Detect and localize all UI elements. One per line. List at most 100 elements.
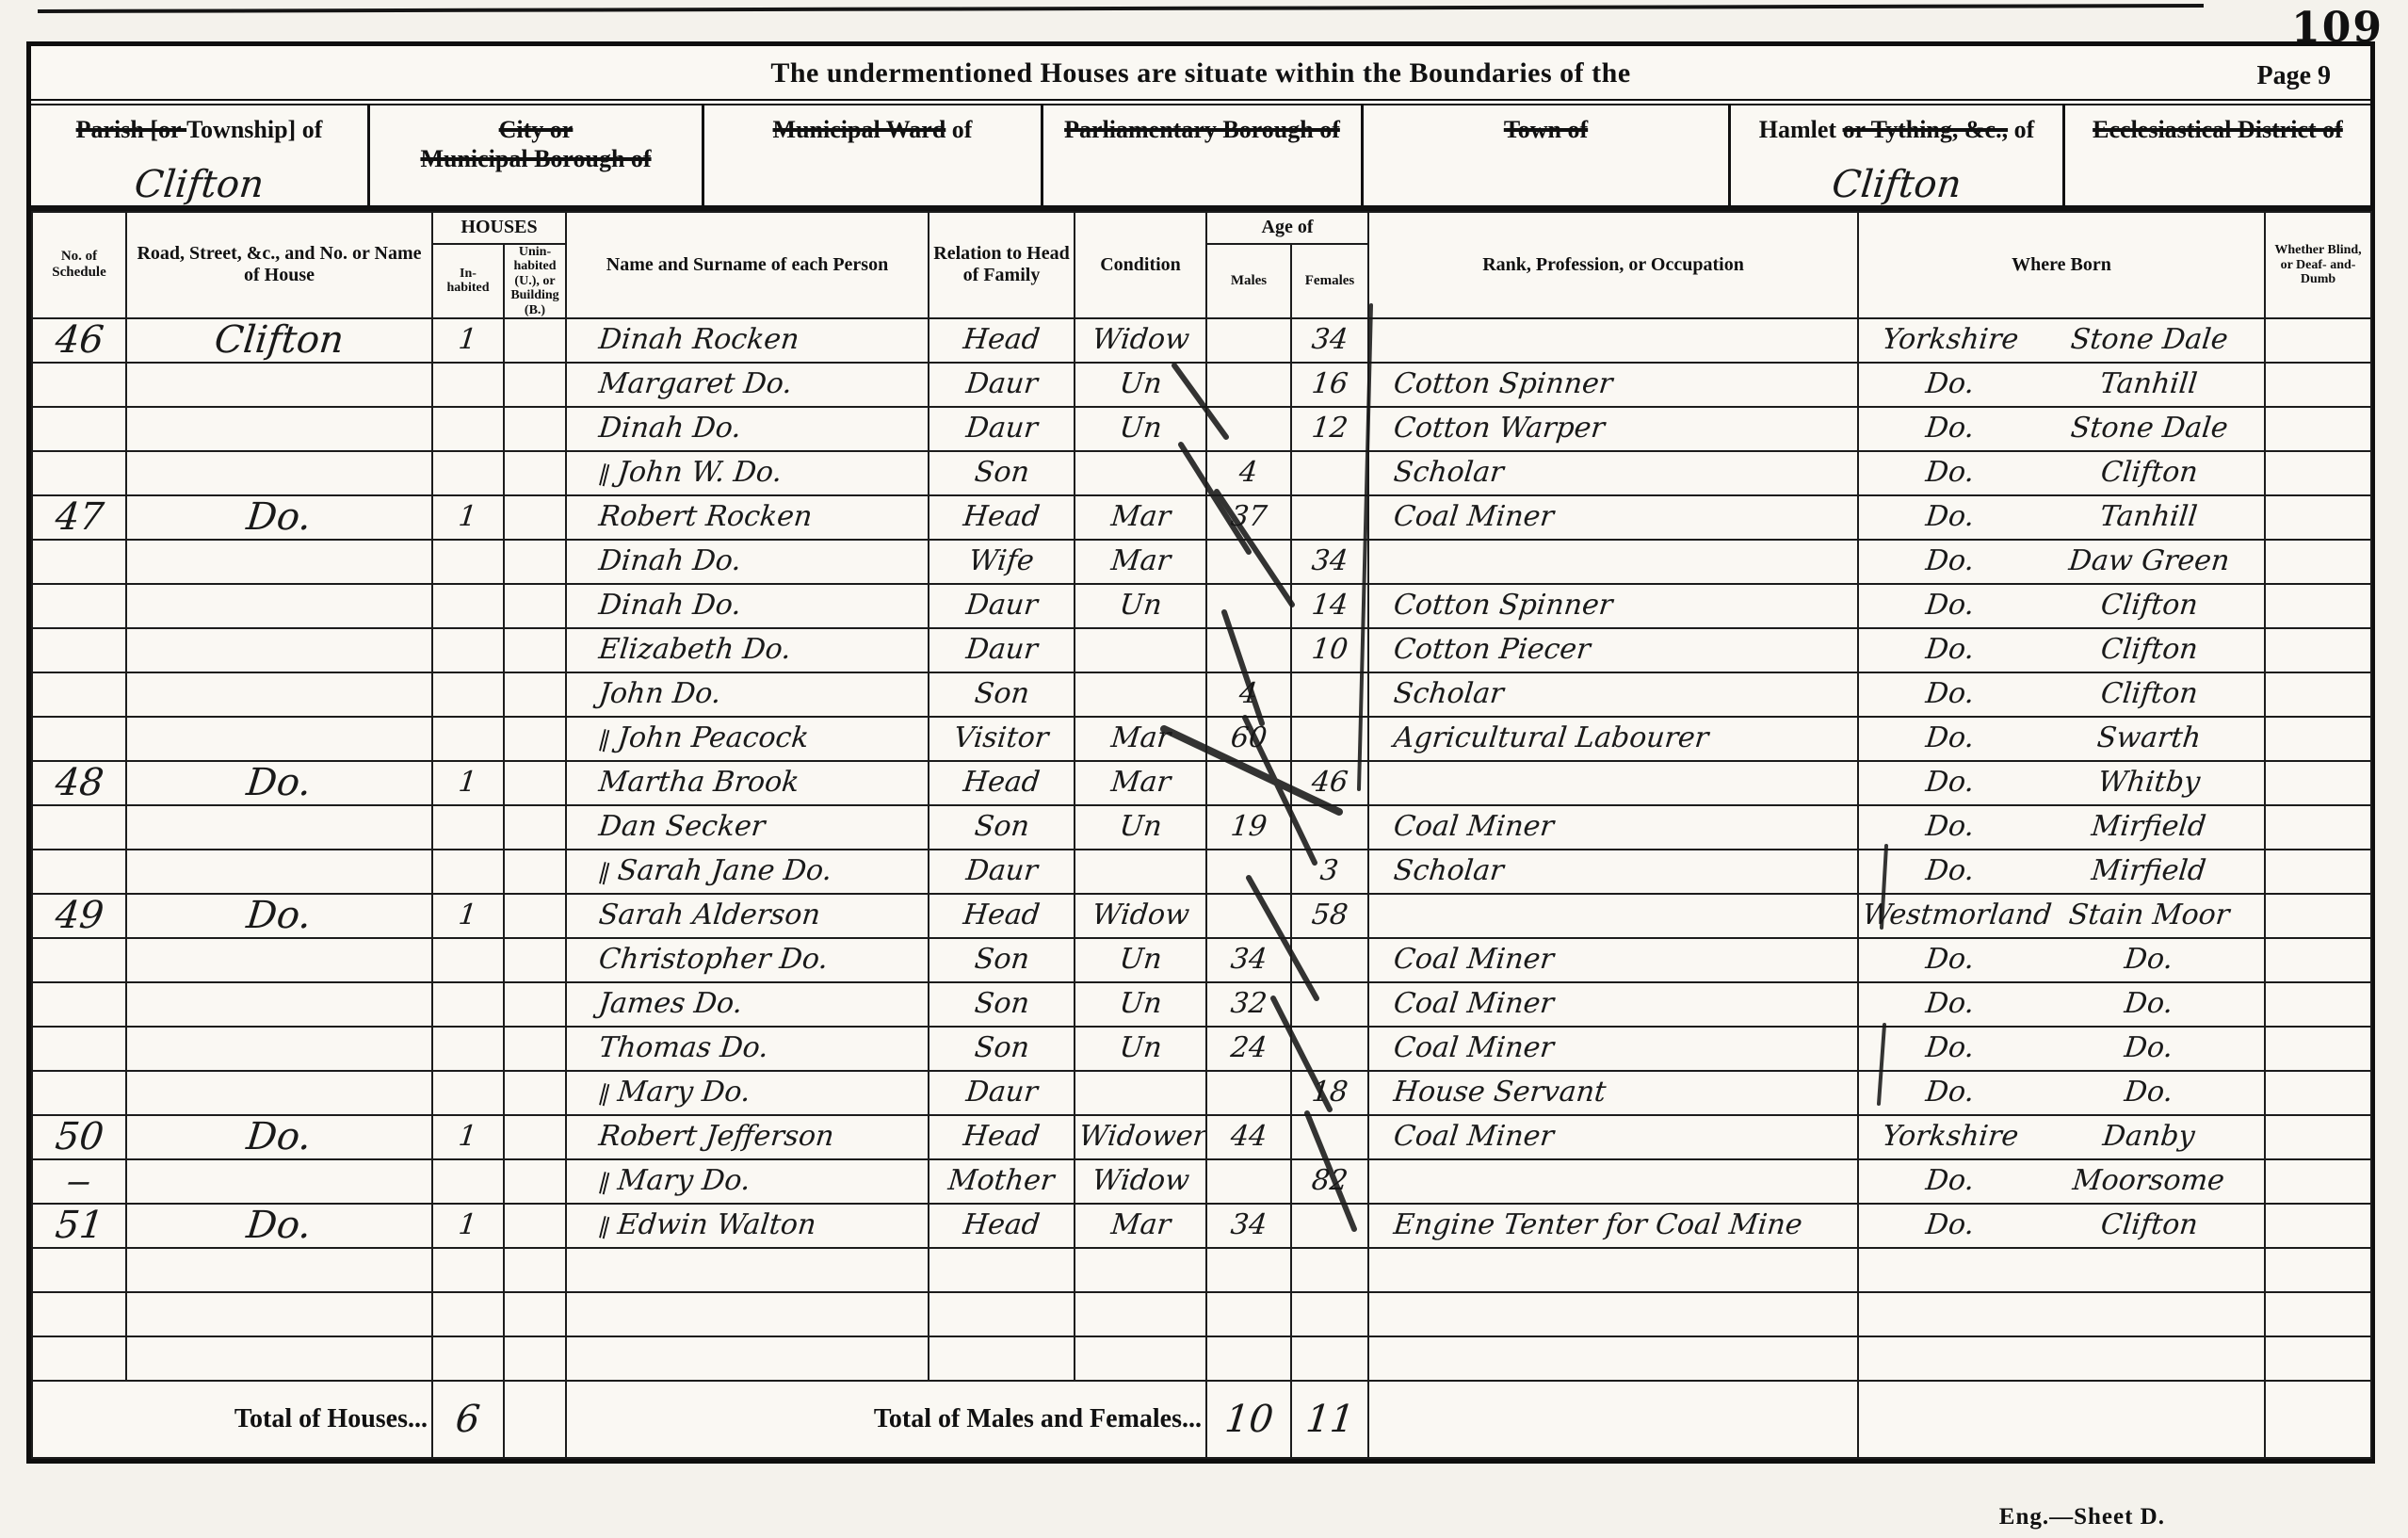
inhabited-cell: 1 xyxy=(431,494,505,541)
name-cell: ∥ Mary Do. xyxy=(565,1069,929,1116)
where-born-cell: Do. Do. xyxy=(1857,1025,2267,1072)
road-cell xyxy=(125,405,433,452)
infirm-cell xyxy=(2264,803,2373,850)
relation-cell: Daur xyxy=(928,405,1075,452)
born-place: Clifton xyxy=(2098,456,2200,490)
schedule-cell: 46 xyxy=(31,316,127,364)
name-cell: Sarah Alderson xyxy=(565,892,929,939)
col-header-road: Road, Street, &c., and No. or Name of Ho… xyxy=(125,211,433,319)
age-males-cell xyxy=(1205,1290,1292,1337)
enumerator-tick-mark: ∥ xyxy=(595,1212,614,1241)
col-header-females: Females xyxy=(1289,243,1370,319)
total-males-value: 10 xyxy=(1205,1379,1292,1459)
road-cell xyxy=(125,980,433,1028)
inhabited-cell xyxy=(431,626,505,673)
born-place: Mirfield xyxy=(2090,810,2208,844)
uninhabited-cell xyxy=(503,626,567,673)
where-born-cell: Do. Mirfield xyxy=(1857,848,2267,895)
occupation-cell xyxy=(1367,892,1860,939)
born-place: Mirfield xyxy=(2090,854,2208,888)
age-males-cell xyxy=(1205,582,1292,629)
age-females-cell xyxy=(1289,936,1370,983)
born-county: Do. xyxy=(1924,677,1977,711)
relation-cell: Visitor xyxy=(928,715,1075,762)
schedule-cell xyxy=(31,626,127,673)
totals-row: Total of Houses... 6 Total of Males and … xyxy=(31,1379,2373,1459)
relation-cell: Son xyxy=(928,449,1075,496)
age-males-cell xyxy=(1205,892,1292,939)
condition-cell: Mar xyxy=(1074,715,1207,762)
uninhabited-cell xyxy=(503,494,567,541)
born-place: Tanhill xyxy=(2098,367,2200,401)
born-place: Do. xyxy=(2123,943,2175,977)
total-born-blank xyxy=(1857,1379,2267,1459)
condition-cell xyxy=(1074,1335,1207,1382)
born-county: Do. xyxy=(1924,589,1977,623)
infirm-cell xyxy=(2264,449,2373,496)
col-header-relation: Relation to Head of Family xyxy=(928,211,1075,319)
infirm-cell xyxy=(2264,316,2373,364)
name-cell: ∥ Mary Do. xyxy=(565,1158,929,1205)
age-males-cell xyxy=(1205,759,1292,806)
name-cell: Robert Jefferson xyxy=(565,1113,929,1160)
born-county: Yorkshire xyxy=(1880,323,2020,357)
total-houses-label: Total of Houses... xyxy=(31,1379,433,1459)
schedule-cell xyxy=(31,715,127,762)
relation-cell: Head xyxy=(928,494,1075,541)
age-males-cell: 34 xyxy=(1205,1202,1292,1249)
where-born-cell: Do. Whitby xyxy=(1857,759,2267,806)
relation-cell: Head xyxy=(928,892,1075,939)
parliamentary-borough-label: Parliamentary Borough of xyxy=(1064,116,1340,143)
relation-cell xyxy=(928,1290,1075,1337)
occupation-cell xyxy=(1367,316,1860,364)
census-form: The undermentioned Houses are situate wi… xyxy=(26,41,2375,1464)
inhabited-cell xyxy=(431,936,505,983)
schedule-cell xyxy=(31,361,127,408)
infirm-cell xyxy=(2264,1246,2373,1293)
scan-edge-line xyxy=(37,3,2205,14)
born-place: Moorsome xyxy=(2071,1164,2227,1198)
road-cell xyxy=(125,538,433,585)
enumerator-tick-mark: ∥ xyxy=(595,460,614,489)
col-header-condition: Condition xyxy=(1074,211,1207,319)
born-place: Clifton xyxy=(2098,633,2200,667)
relation-cell: Mother xyxy=(928,1158,1075,1205)
name-cell: Dinah Do. xyxy=(565,538,929,585)
born-county: Yorkshire xyxy=(1880,1120,2020,1154)
relation-cell: Son xyxy=(928,803,1075,850)
road-cell xyxy=(125,582,433,629)
age-males-cell xyxy=(1205,316,1292,364)
born-place: Swarth xyxy=(2095,721,2203,755)
name-cell: Dan Secker xyxy=(565,803,929,850)
uninhabited-cell xyxy=(503,980,567,1028)
occupation-cell: Cotton Spinner xyxy=(1367,361,1860,408)
total-persons-label: Total of Males and Females... xyxy=(565,1379,1207,1459)
road-cell xyxy=(125,1025,433,1072)
occupation-cell xyxy=(1367,1335,1860,1382)
where-born-cell: Do. Clifton xyxy=(1857,671,2267,718)
uninhabited-cell xyxy=(503,715,567,762)
hamlet-written-value: Clifton xyxy=(1830,163,1964,206)
empty-row xyxy=(31,1290,2373,1337)
road-cell xyxy=(125,671,433,718)
age-females-cell xyxy=(1289,1335,1370,1382)
born-county: Do. xyxy=(1924,633,1977,667)
inhabited-cell xyxy=(431,1158,505,1205)
condition-cell: Widow xyxy=(1074,1158,1207,1205)
condition-cell: Un xyxy=(1074,980,1207,1028)
col-header-schedule: No. of Schedule xyxy=(31,211,127,319)
occupation-cell xyxy=(1367,759,1860,806)
inhabited-cell: 1 xyxy=(431,1113,505,1160)
born-place: Danby xyxy=(2101,1120,2197,1154)
where-born-cell: Do. Clifton xyxy=(1857,582,2267,629)
born-county: Do. xyxy=(1924,367,1977,401)
enumerator-tick-mark: ∥ xyxy=(595,725,614,754)
schedule-cell: 51 xyxy=(31,1202,127,1249)
relation-cell: Head xyxy=(928,1113,1075,1160)
census-row: Dinah Do. Daur Un 14 Cotton Spinner Do. Clifto… xyxy=(31,582,2373,629)
born-county: Do. xyxy=(1924,500,1977,534)
infirm-cell xyxy=(2264,538,2373,585)
schedule-cell xyxy=(31,803,127,850)
relation-cell: Son xyxy=(928,980,1075,1028)
age-males-cell xyxy=(1205,1158,1292,1205)
